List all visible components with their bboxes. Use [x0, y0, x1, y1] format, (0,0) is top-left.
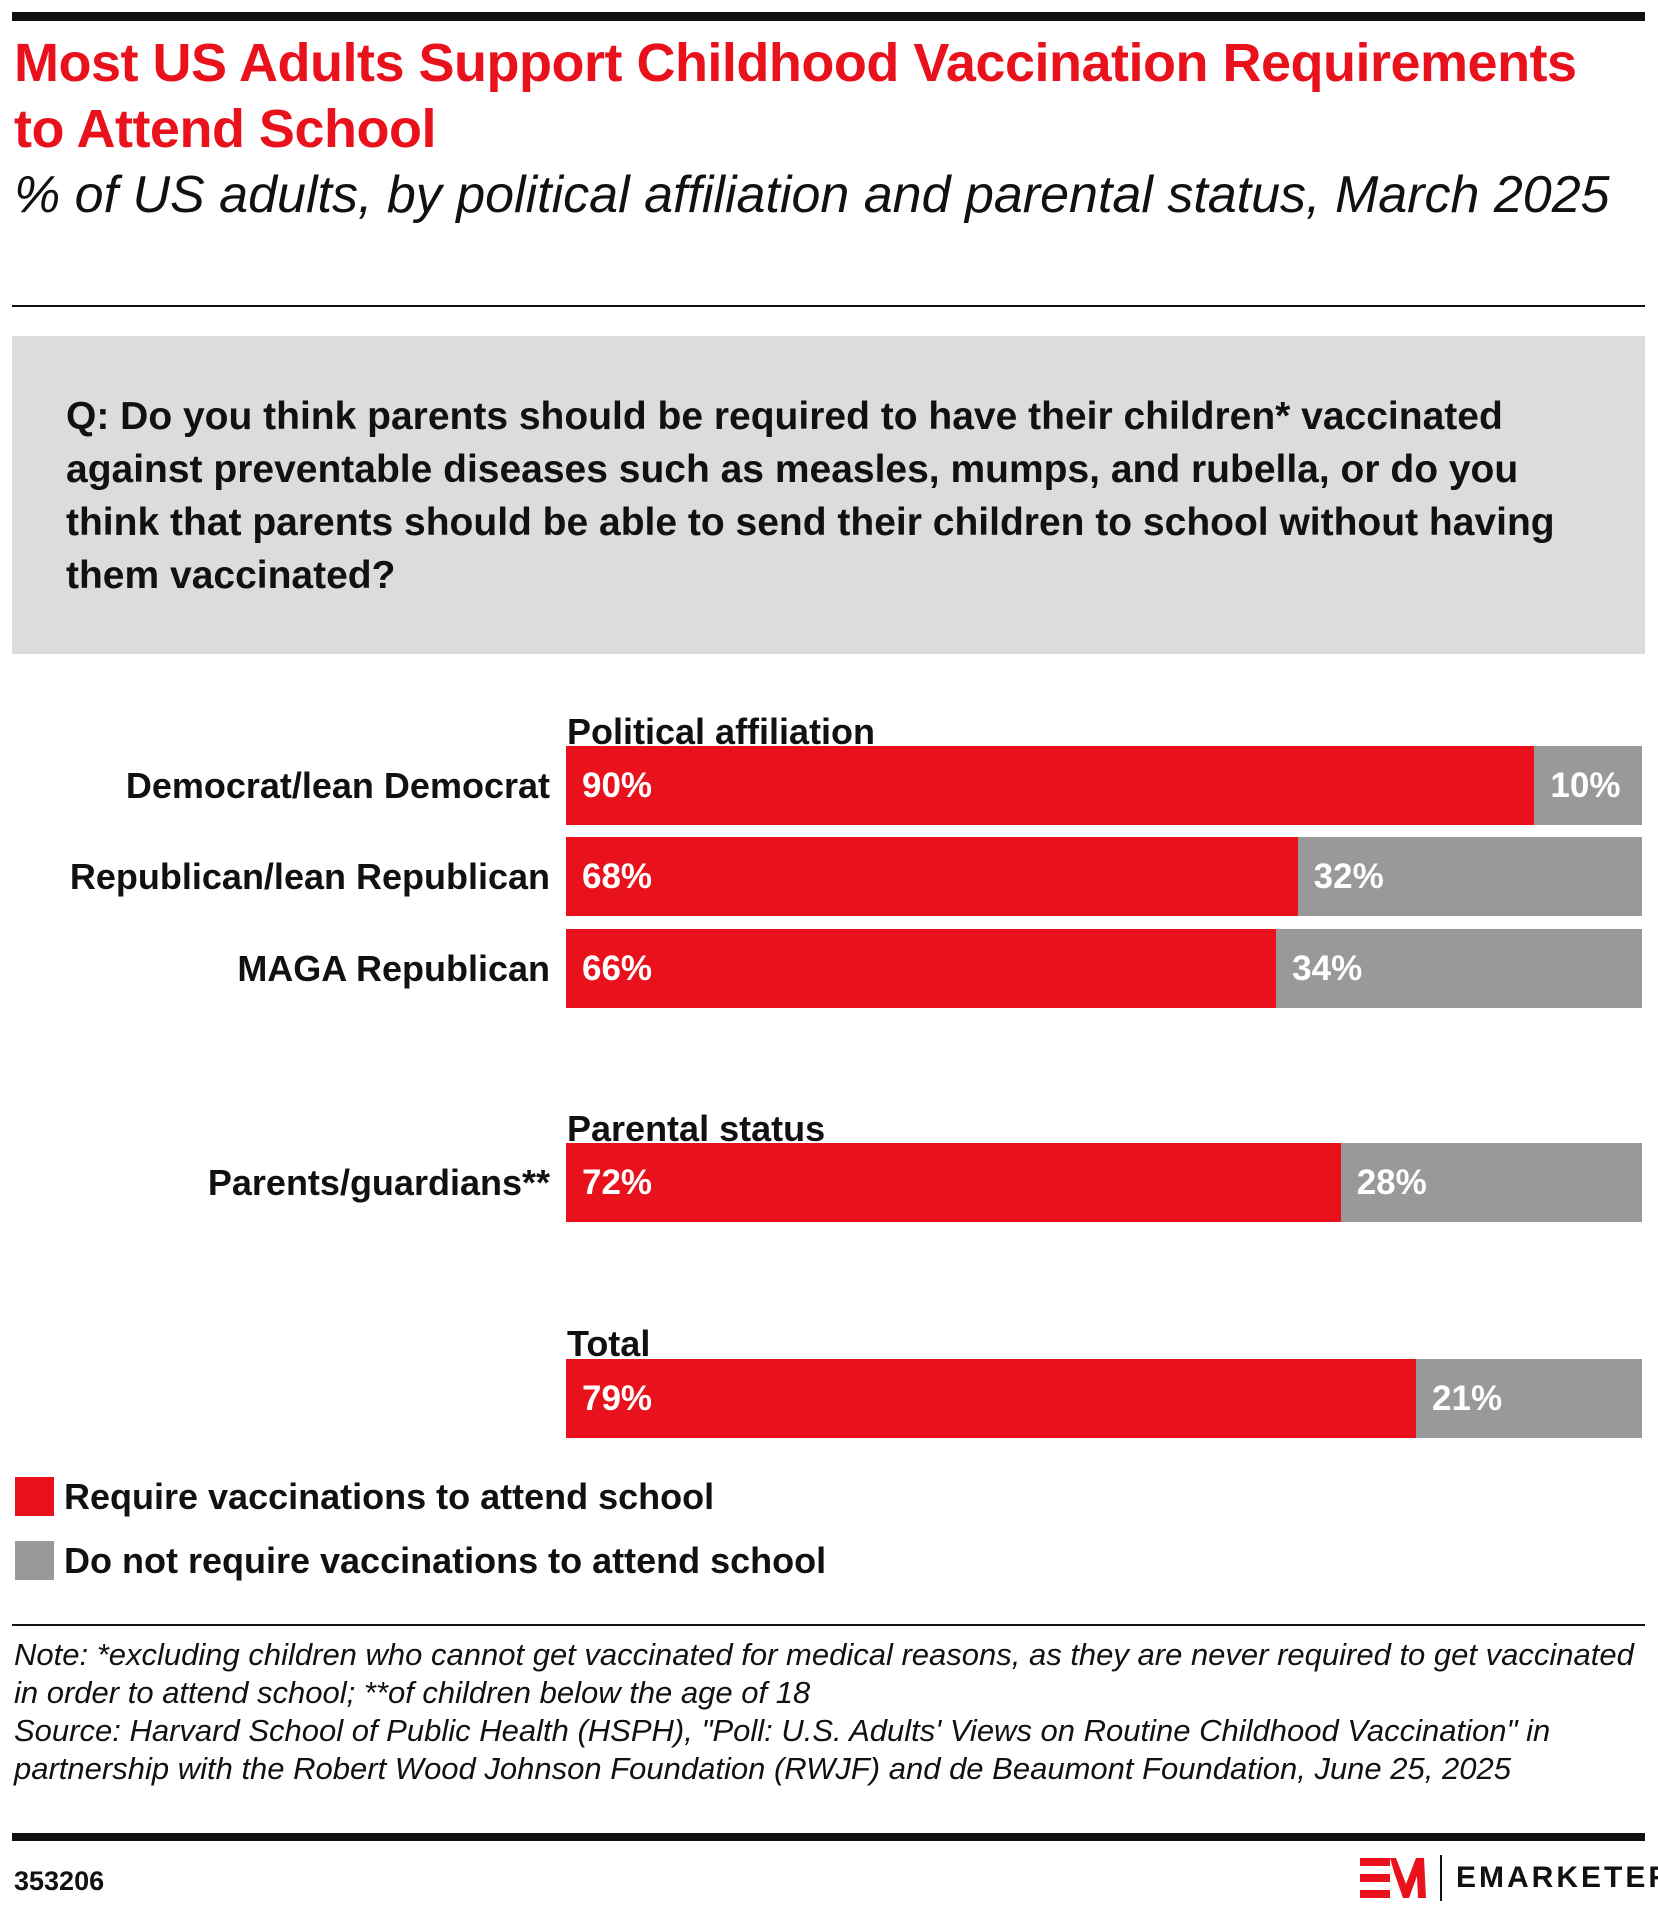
data-label: 10%: [1550, 766, 1621, 805]
data-label: 28%: [1356, 1163, 1427, 1202]
bar-row: 68% 32%: [566, 837, 1642, 916]
legend-swatch-require: [15, 1477, 54, 1516]
chart-title: Most US Adults Support Childhood Vaccina…: [14, 33, 1577, 159]
bar-segment-require: 72%: [566, 1143, 1341, 1222]
bar-segment-not-require: 21%: [1416, 1359, 1642, 1438]
bottom-rule: [12, 1833, 1645, 1841]
bar-segment-not-require: 10%: [1534, 746, 1642, 825]
top-rule: [12, 12, 1645, 21]
chart-subtitle: % of US adults, by political affiliation…: [14, 166, 1610, 224]
bar-segment-not-require: 34%: [1276, 929, 1642, 1008]
bar-segment-not-require: 32%: [1297, 837, 1642, 916]
data-label: 34%: [1292, 949, 1363, 988]
row-label: Democrat/lean Democrat: [125, 765, 550, 806]
divider: [12, 305, 1645, 307]
em-logo-icon: [1360, 1858, 1426, 1898]
data-label: 68%: [582, 857, 653, 896]
question-text: Q: Do you think parents should be requir…: [66, 395, 1555, 597]
notes: Note: *excluding children who cannot get…: [14, 1636, 1634, 1788]
bar-segment-require: 79%: [566, 1359, 1417, 1438]
group-heading: Total: [567, 1323, 651, 1364]
bar-segment-require: 66%: [566, 929, 1277, 1008]
brand-name: EMARKETER: [1456, 1861, 1658, 1894]
data-label: 66%: [582, 949, 653, 988]
logo-divider: [1440, 1855, 1442, 1901]
source-text: Source: Harvard School of Public Health …: [14, 1713, 1551, 1786]
bar-segment-require: 90%: [566, 746, 1535, 825]
data-label: 21%: [1432, 1379, 1503, 1418]
data-label: 79%: [582, 1379, 653, 1418]
bar-segment-require: 68%: [566, 837, 1298, 916]
row-label: MAGA Republican: [237, 948, 550, 989]
data-label: 90%: [582, 766, 653, 805]
question-box: [12, 336, 1645, 654]
group-heading: Political affiliation: [567, 711, 876, 752]
data-label: 32%: [1313, 857, 1384, 896]
chart-id: 353206: [14, 1866, 105, 1896]
bar-segment-not-require: 28%: [1340, 1143, 1642, 1222]
legend-label-require: Require vaccinations to attend school: [64, 1476, 715, 1517]
divider: [12, 1624, 1645, 1626]
bar-row: 66% 34%: [566, 929, 1642, 1008]
legend-label-not-require: Do not require vaccinations to attend sc…: [64, 1540, 827, 1581]
row-label: Parents/guardians**: [207, 1162, 550, 1203]
data-label: 72%: [582, 1163, 653, 1202]
emarketer-logo: EMARKETER: [1360, 1855, 1658, 1901]
bar-row: 90% 10%: [566, 746, 1642, 825]
row-label: Republican/lean Republican: [69, 856, 550, 897]
row-label: [0, 1359, 550, 1438]
note-text: Note: *excluding children who cannot get…: [14, 1637, 1634, 1710]
group-heading: Parental status: [567, 1108, 826, 1149]
bar-row: 72% 28%: [566, 1143, 1642, 1222]
bar-row: 79% 21%: [566, 1359, 1642, 1438]
legend-swatch-not-require: [15, 1541, 54, 1580]
